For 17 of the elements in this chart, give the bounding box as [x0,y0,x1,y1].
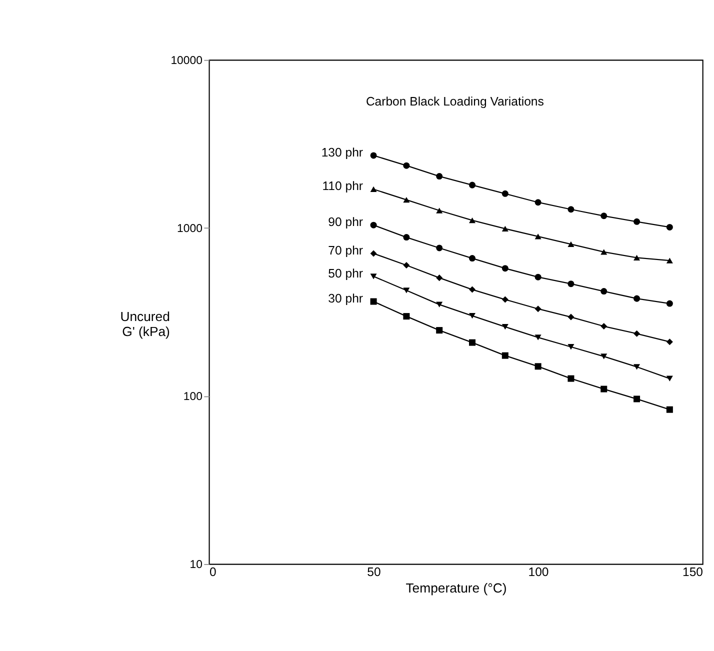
y-tick-label: 100 [183,390,202,403]
y-tick-label: 10000 [170,54,202,67]
y-tick-label: 1000 [177,222,202,235]
y-tick-label: 10 [190,558,202,571]
series-label: 30 phr [328,291,363,306]
series-label: 50 phr [328,266,363,280]
series-label: 130 phr [321,145,363,160]
x-tick-label: 150 [682,564,704,579]
x-axis-title: Temperature (°C) [406,580,507,596]
annotation: Carbon Black Loading Variations [366,94,544,109]
series-label: 110 phr [322,179,363,194]
x-tick-label: 100 [528,564,549,579]
y-axis-title: Uncured G' (kPa) [120,309,170,340]
series-label: 90 phr [328,214,363,229]
x-tick-label: 0 [209,564,216,579]
x-tick-label: 50 [367,564,381,579]
series-label: 70 phr [328,243,363,258]
